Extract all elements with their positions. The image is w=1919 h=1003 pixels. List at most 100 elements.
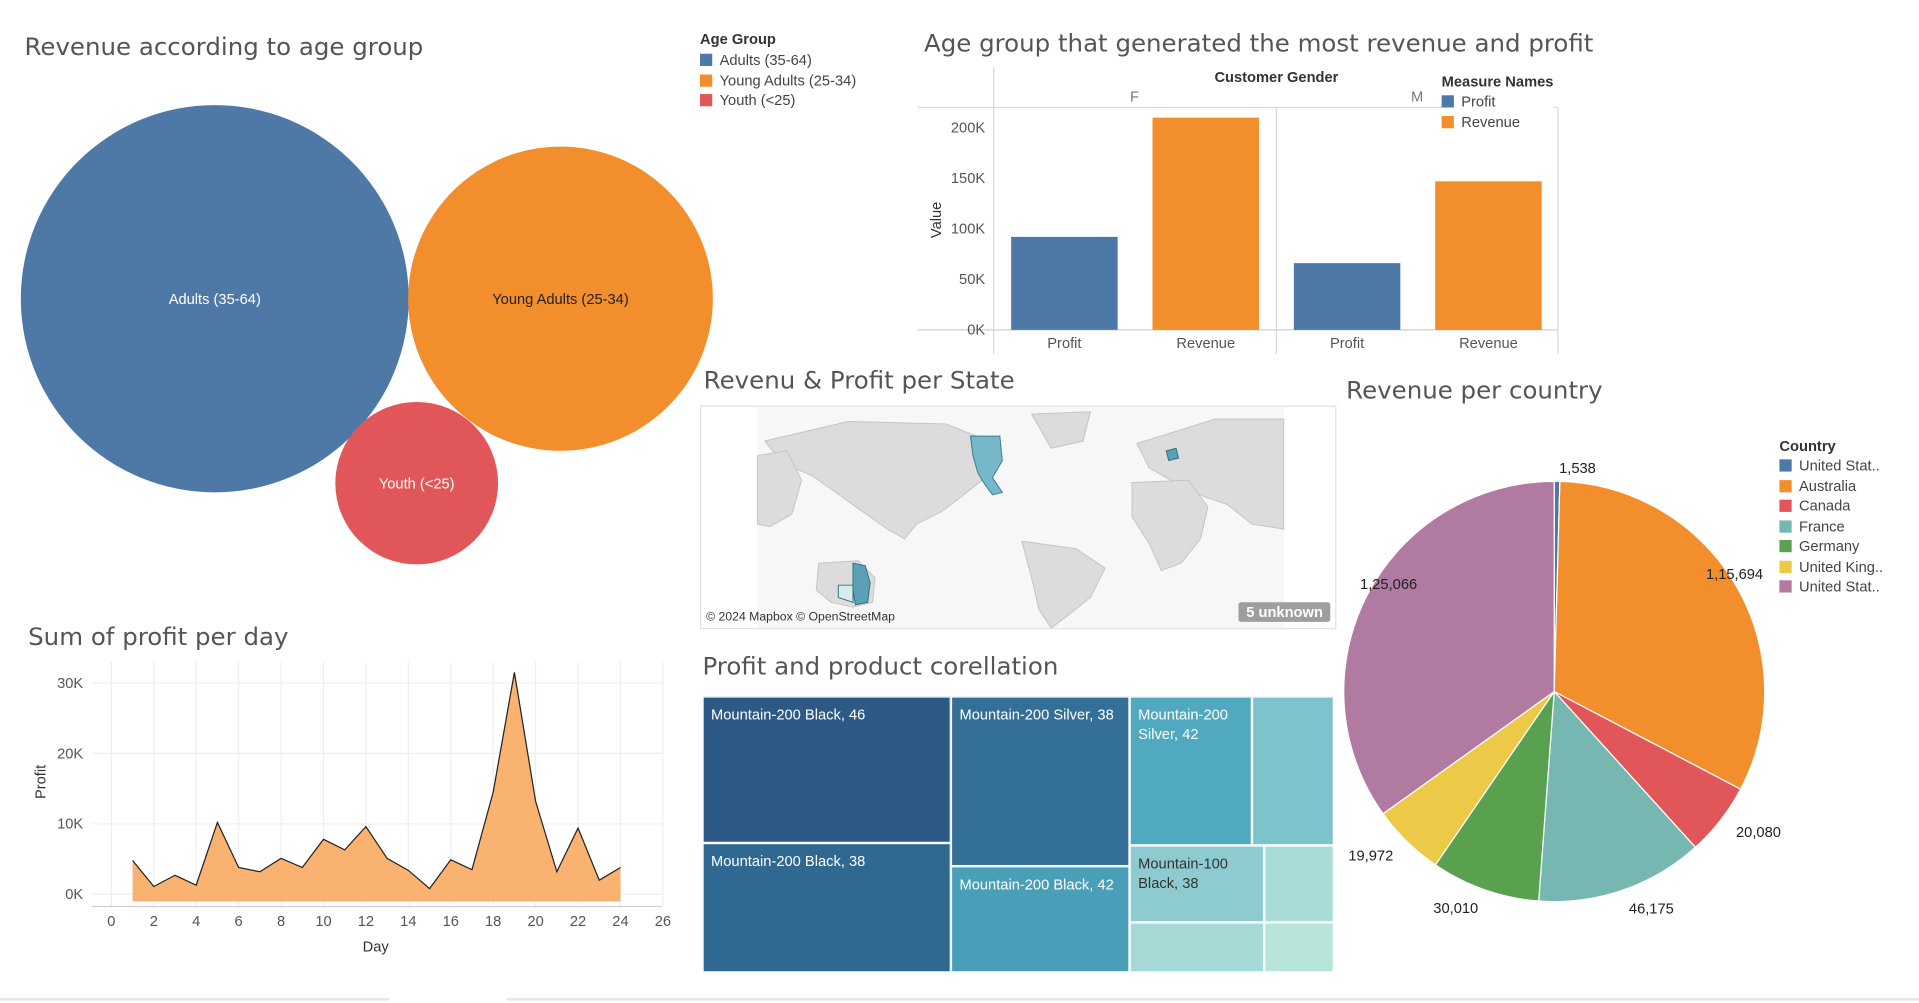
- legend-item-adults[interactable]: Adults (35-64): [700, 50, 856, 70]
- legend-item-united-kingdom[interactable]: United King..: [1779, 556, 1883, 576]
- area-chart-title: Sum of profit per day: [28, 621, 289, 652]
- treemap-cell[interactable]: Mountain-200 Silver, 38: [950, 696, 1130, 867]
- pie-slices: [1343, 480, 1766, 903]
- map-view[interactable]: © 2024 Mapbox © OpenStreetMap 5 unknown: [700, 405, 1337, 630]
- pie-data-label: 1,15,694: [1706, 567, 1763, 583]
- y-tick-label: 10K: [57, 817, 83, 833]
- measure-legend-title: Measure Names: [1441, 73, 1554, 91]
- age-group-legend: Age Group Adults (35-64) Young Adults (2…: [700, 31, 856, 111]
- pie-slice[interactable]: [1343, 480, 1555, 815]
- y-tick-label: 0K: [967, 323, 985, 339]
- legend-swatch: [1779, 560, 1792, 573]
- area-point[interactable]: [236, 865, 241, 870]
- area-point[interactable]: [173, 873, 178, 878]
- x-tick-label: 6: [235, 914, 243, 930]
- bubble-chart[interactable]: Adults (35-64) Young Adults (25-34) Yout…: [0, 73, 734, 586]
- treemap-cell-unlabeled[interactable]: [1129, 922, 1265, 973]
- treemap-cell[interactable]: Mountain-200 Silver, 42: [1129, 696, 1252, 846]
- bubble-adults[interactable]: [20, 105, 409, 493]
- legend-swatch: [1441, 95, 1454, 108]
- map-credit: © 2024 Mapbox © OpenStreetMap: [706, 610, 895, 625]
- area-point[interactable]: [151, 884, 156, 889]
- y-tick-label: 30K: [57, 676, 83, 692]
- area-point[interactable]: [618, 865, 623, 870]
- area-point[interactable]: [194, 883, 199, 888]
- pie-data-label: 20,080: [1736, 825, 1781, 841]
- legend-swatch: [1779, 479, 1792, 493]
- area-point[interactable]: [321, 837, 326, 842]
- pie-slice[interactable]: [1538, 690, 1697, 903]
- area-point[interactable]: [533, 799, 538, 804]
- area-point[interactable]: [491, 790, 496, 795]
- bar-revenue[interactable]: [1152, 117, 1259, 330]
- area-point[interactable]: [576, 826, 581, 831]
- area-point[interactable]: [597, 878, 602, 883]
- area-point[interactable]: [512, 670, 517, 675]
- legend-swatch: [1779, 499, 1792, 513]
- bubble-young-adults[interactable]: [408, 146, 713, 451]
- area-point[interactable]: [130, 858, 135, 863]
- legend-item-youth[interactable]: Youth (<25): [700, 90, 856, 110]
- legend-label: Youth (<25): [719, 91, 796, 110]
- area-point[interactable]: [448, 857, 453, 862]
- pie-data-label: 1,538: [1559, 461, 1596, 477]
- legend-label: United King..: [1798, 558, 1884, 576]
- legend-item-profit[interactable]: Profit: [1441, 92, 1554, 112]
- x-tick-label: 14: [400, 914, 416, 930]
- legend-label: Germany: [1798, 537, 1860, 555]
- area-point[interactable]: [363, 824, 368, 829]
- unknown-badge[interactable]: 5 unknown: [1238, 602, 1331, 622]
- treemap-cell-unlabeled[interactable]: [1264, 922, 1334, 973]
- area-point[interactable]: [427, 886, 432, 891]
- highlight-australia-south[interactable]: [837, 584, 854, 603]
- bar-profit[interactable]: [1293, 263, 1401, 330]
- pie-data-label: 1,25,066: [1360, 577, 1417, 593]
- continent-south-america: [1021, 540, 1106, 628]
- area-point[interactable]: [406, 868, 411, 873]
- treemap-cell-unlabeled[interactable]: [1251, 696, 1334, 846]
- legend-item-canada[interactable]: Canada: [1779, 496, 1883, 516]
- area-point[interactable]: [385, 856, 390, 861]
- legend-swatch: [1779, 540, 1792, 553]
- pie-slice[interactable]: [1553, 480, 1766, 791]
- pie-chart[interactable]: 1,538 1,15,694 20,080 46,175 30,010 19,972 1,2…: [1322, 452, 1787, 928]
- legend-item-united-states-1[interactable]: United Stat..: [1779, 456, 1883, 476]
- area-point[interactable]: [470, 867, 475, 872]
- highlight-north-america[interactable]: [969, 435, 1004, 496]
- area-point[interactable]: [554, 869, 559, 874]
- legend-item-france[interactable]: France: [1779, 516, 1883, 536]
- treemap-cell-unlabeled[interactable]: [1264, 845, 1334, 923]
- legend-swatch: [700, 74, 713, 87]
- legend-swatch: [700, 54, 713, 67]
- age-group-legend-title: Age Group: [700, 30, 776, 48]
- treemap-cell[interactable]: Mountain-200 Black, 46: [702, 696, 951, 843]
- x-tick-label: Profit: [1330, 336, 1364, 352]
- area-point[interactable]: [342, 847, 347, 852]
- legend-item-germany[interactable]: Germany: [1779, 536, 1883, 556]
- legend-item-revenue[interactable]: Revenue: [1441, 112, 1554, 132]
- treemap-cell[interactable]: Mountain-200 Black, 38: [702, 842, 951, 973]
- x-tick-label: 12: [358, 914, 374, 930]
- area-point[interactable]: [215, 820, 220, 825]
- y-tick-label: 20K: [57, 746, 83, 762]
- legend-item-young-adults[interactable]: Young Adults (25-34): [700, 70, 856, 90]
- area-point[interactable]: [257, 869, 262, 874]
- area-point[interactable]: [279, 856, 284, 861]
- bar-profit[interactable]: [1011, 236, 1118, 330]
- measure-names-legend: Measure Names Profit Revenue: [1441, 73, 1554, 132]
- pie-slice[interactable]: [1434, 689, 1556, 902]
- map-title: Revenu & Profit per State: [703, 365, 1015, 395]
- y-tick-label: 50K: [959, 272, 985, 288]
- bubble-label-youth: Youth (<25): [379, 477, 455, 493]
- area-point[interactable]: [300, 865, 305, 870]
- legend-item-australia[interactable]: Australia: [1779, 476, 1883, 496]
- treemap-cell[interactable]: Mountain-200 Black, 42: [950, 866, 1130, 973]
- treemap-cell[interactable]: Mountain-100 Black, 38: [1129, 845, 1265, 923]
- legend-item-united-states-2[interactable]: United Stat..: [1779, 577, 1883, 597]
- highlight-europe[interactable]: [1165, 447, 1180, 462]
- bar-revenue[interactable]: [1435, 181, 1542, 330]
- bar-x-labels: Profit Revenue Profit Revenue: [1047, 336, 1518, 352]
- bubble-youth[interactable]: [335, 401, 499, 565]
